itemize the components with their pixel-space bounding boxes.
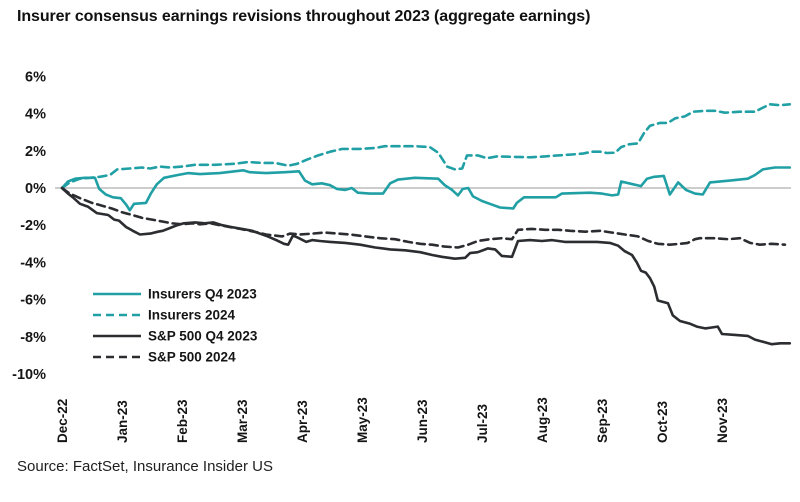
y-axis-tick-label: 2%	[25, 144, 46, 160]
chart-title: Insurer consensus earnings revisions thr…	[17, 8, 591, 25]
legend-label-s-p-500-q4-2023: S&P 500 Q4 2023	[148, 329, 258, 344]
y-axis-tick-label: 4%	[25, 107, 46, 123]
x-axis-tick-label: Jun-23	[415, 399, 430, 443]
x-axis-tick-label: Aug-23	[535, 397, 550, 443]
x-axis-tick-label: Apr-23	[295, 400, 310, 443]
series-line-insurers-2024	[60, 103, 792, 190]
x-axis-tick-label: Sep-23	[595, 398, 610, 443]
y-axis-tick-label: 6%	[25, 69, 46, 85]
x-axis-tick-label: Jan-23	[115, 400, 130, 443]
y-axis-tick-label: -8%	[20, 330, 46, 346]
x-axis-tick-label: May-23	[355, 397, 370, 443]
series-line-insurers-q4-2023	[60, 166, 792, 212]
x-axis-tick-label: Nov-23	[715, 397, 730, 443]
x-axis-tick-label: Dec-22	[55, 399, 70, 443]
series-line-s-p-500-2024	[60, 186, 787, 249]
y-axis-tick-label: -6%	[20, 293, 46, 309]
source-note: Source: FactSet, Insurance Insider US	[17, 458, 273, 475]
series-line-s-p-500-q4-2023	[60, 186, 792, 346]
y-axis-tick-label: -10%	[12, 367, 46, 383]
x-axis-tick-label: Mar-23	[235, 399, 250, 443]
x-axis-tick-label: Feb-23	[175, 399, 190, 443]
y-axis-tick-label: -2%	[20, 218, 46, 234]
x-axis-tick-label: Oct-23	[655, 400, 670, 443]
y-axis-tick-label: 0%	[25, 181, 46, 197]
y-axis-tick-label: -4%	[20, 255, 46, 271]
legend-label-insurers-q4-2023: Insurers Q4 2023	[148, 287, 257, 302]
legend-label-s-p-500-2024: S&P 500 2024	[148, 350, 236, 365]
legend-label-insurers-2024: Insurers 2024	[148, 308, 236, 323]
x-axis-tick-label: Jul-23	[475, 403, 490, 443]
